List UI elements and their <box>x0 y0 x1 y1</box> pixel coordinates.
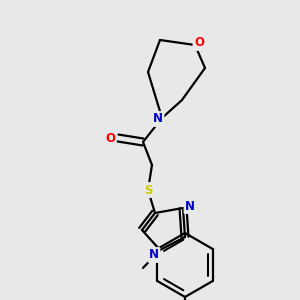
Text: S: S <box>144 184 152 196</box>
Text: N: N <box>185 200 195 212</box>
Text: O: O <box>194 37 204 50</box>
Text: N: N <box>153 112 163 125</box>
Text: N: N <box>149 248 159 262</box>
Text: O: O <box>105 131 115 145</box>
